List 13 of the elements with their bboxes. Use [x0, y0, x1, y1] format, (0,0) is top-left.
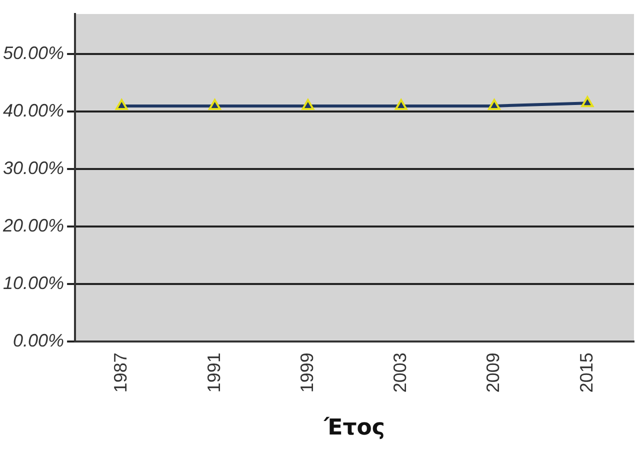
- y-tick-label: 20.00%: [2, 216, 64, 236]
- x-axis-title: Έτος: [323, 416, 385, 441]
- x-tick-label: 1991: [204, 352, 224, 393]
- y-tick-label: 50.00%: [2, 43, 64, 64]
- x-tick-label: 1999: [296, 352, 317, 393]
- y-tick-label: 40.00%: [2, 100, 64, 121]
- y-tick-label: 10.00%: [2, 273, 64, 294]
- x-tick-label: 1987: [110, 352, 131, 393]
- x-tick-label: 2003: [390, 352, 410, 393]
- y-tick-label: 30.00%: [2, 158, 64, 178]
- y-tick-label: 0.00%: [13, 330, 64, 351]
- x-tick-label: 2015: [576, 352, 596, 393]
- x-tick-label: 2009: [483, 352, 504, 393]
